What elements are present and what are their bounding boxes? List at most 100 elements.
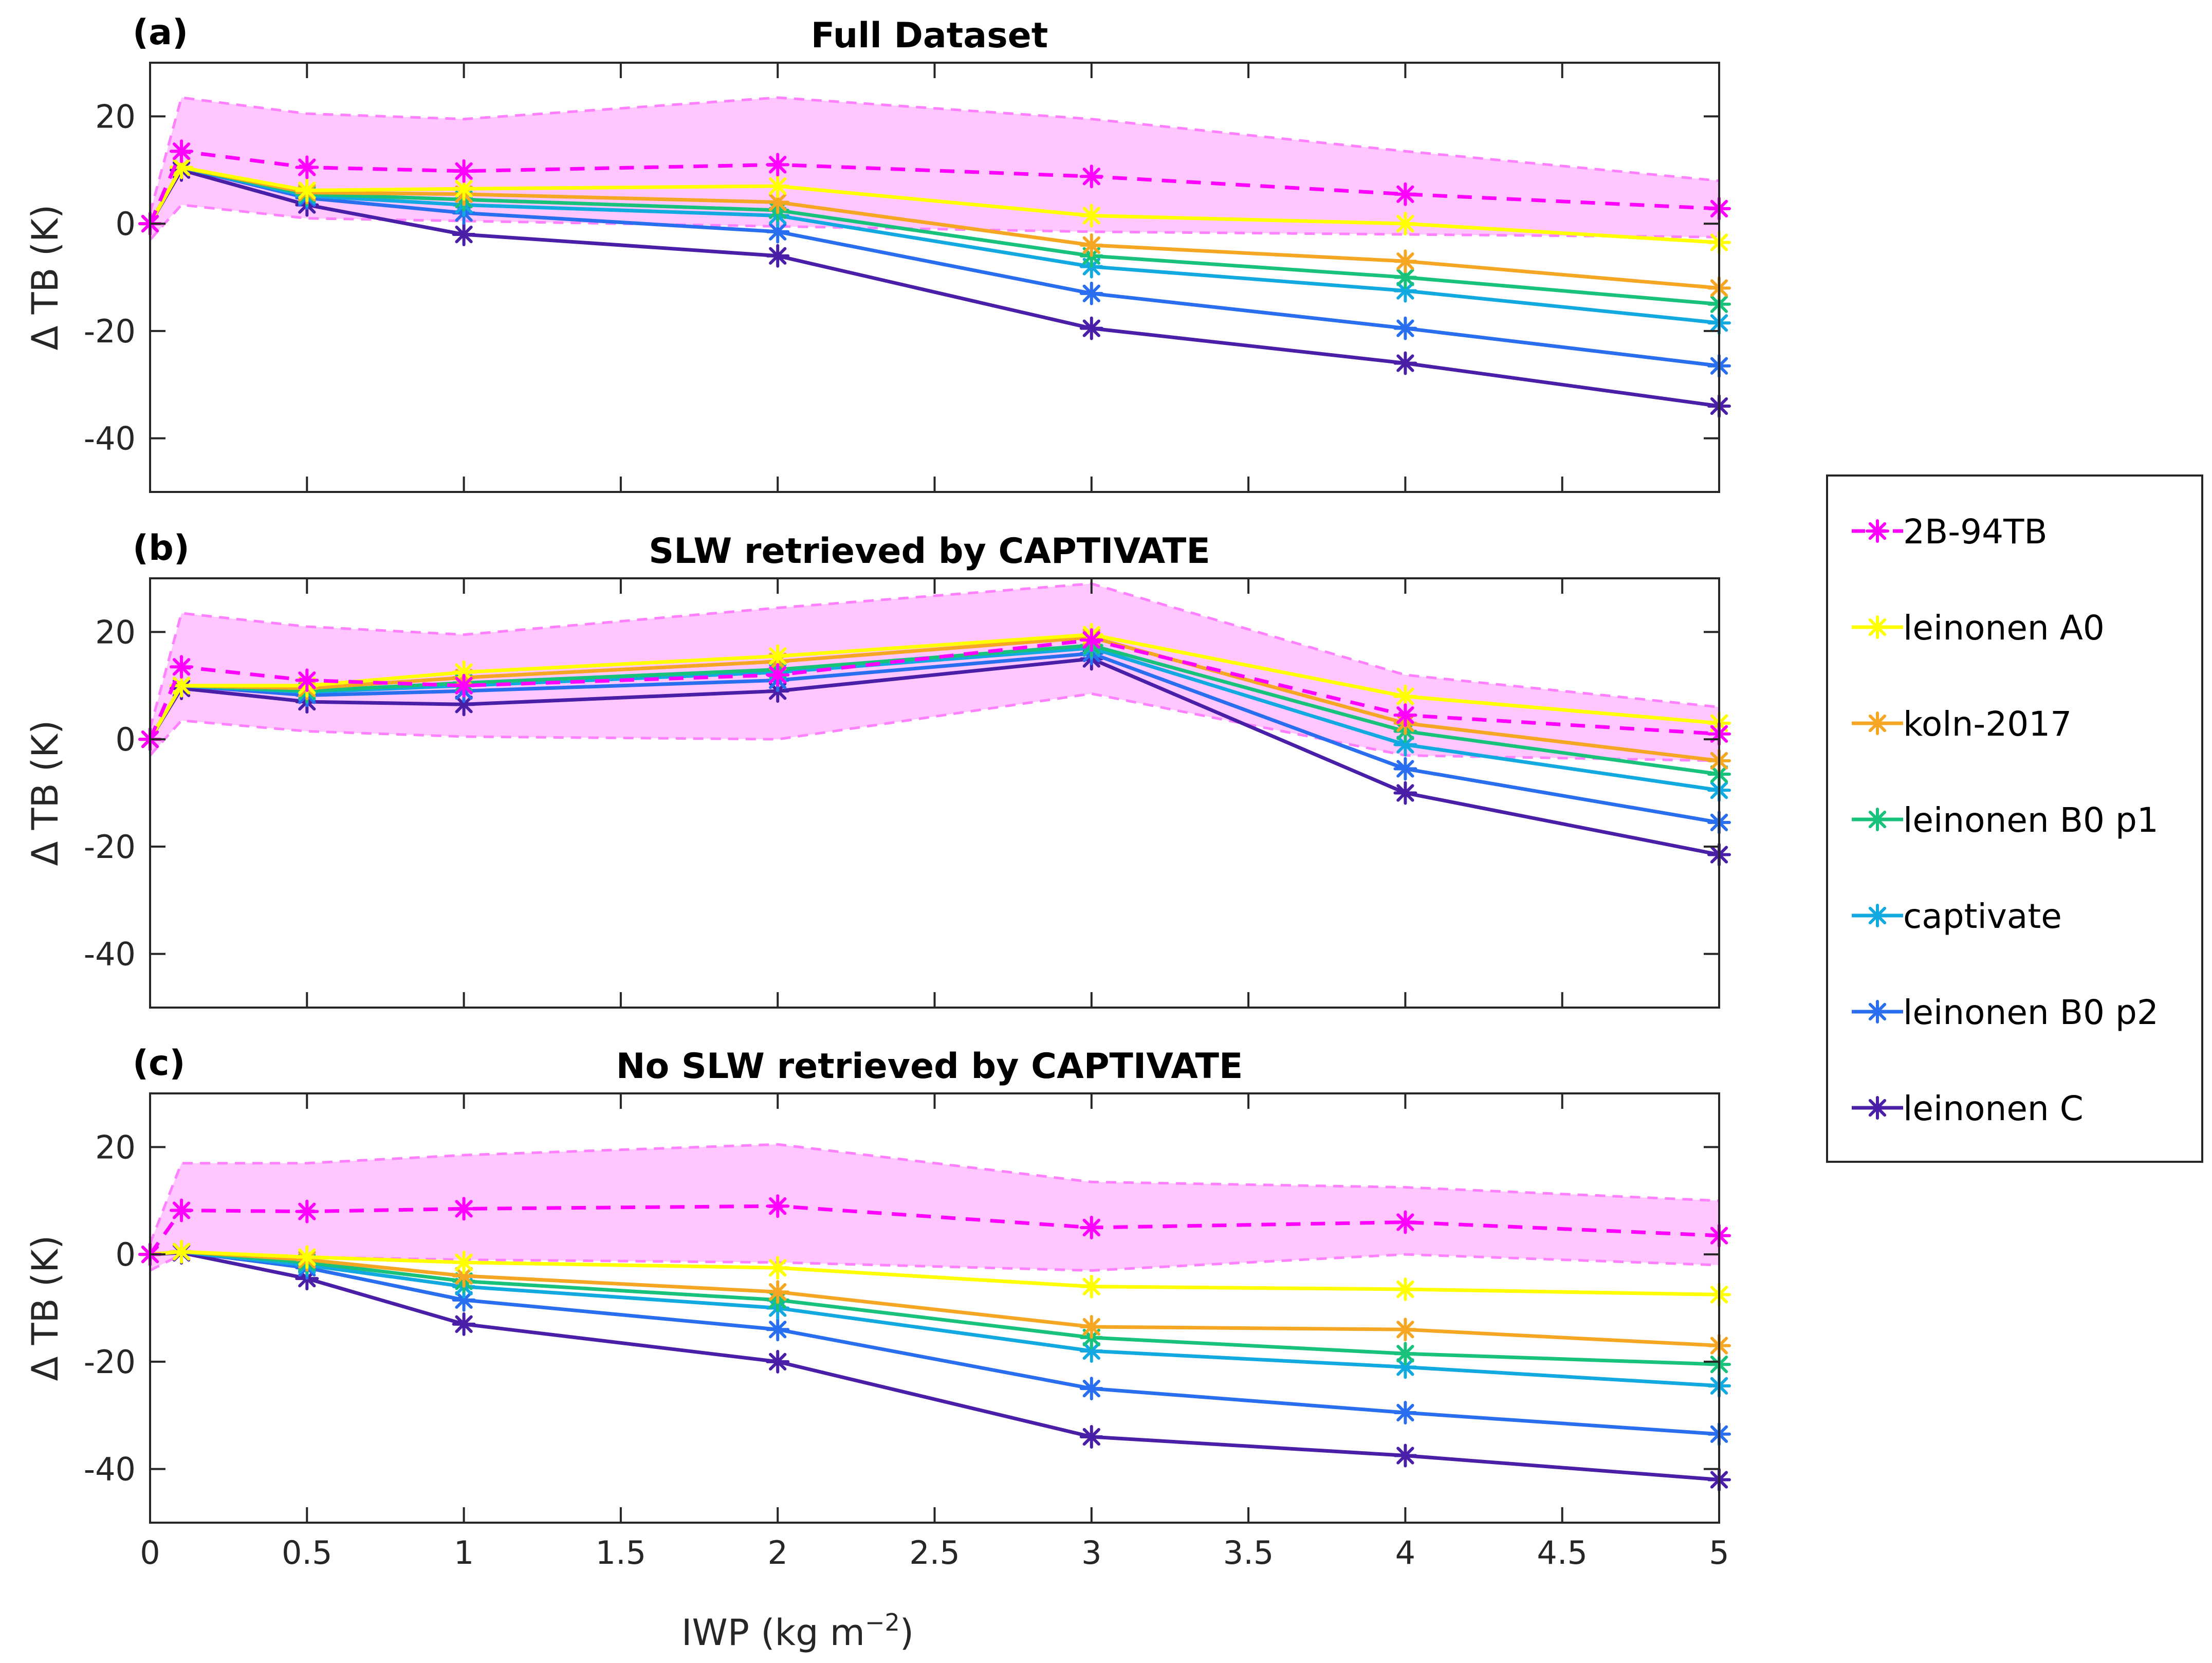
data-point <box>1393 1318 1417 1342</box>
legend-marker <box>1866 1000 1889 1024</box>
panel-label: (a) <box>133 12 188 53</box>
legend-item-captivate: captivate <box>1852 897 2062 936</box>
data-point <box>1079 1377 1103 1401</box>
panel-b: -40 -20 0 20 SLW retrieved by CAPTIVATE (b) Δ … <box>24 528 1731 1009</box>
y-tick-label: 0 <box>116 1236 136 1273</box>
legend-item-leinonen-b0-p2: leinonen B0 p2 <box>1852 993 2159 1032</box>
y-tick-label: -40 <box>84 1451 136 1488</box>
legend-item-leinonen-a0: leinonen A0 <box>1852 608 2105 648</box>
y-axis-label: Δ TB (K) <box>24 205 66 351</box>
series-line <box>150 1251 1720 1482</box>
data-point <box>1079 1425 1103 1449</box>
series-line <box>148 149 1720 225</box>
data-point <box>766 153 790 177</box>
data-point <box>295 155 319 179</box>
band-upper-edge <box>149 582 1720 729</box>
legend-marker <box>1866 615 1889 639</box>
panel-title: SLW retrieved by CAPTIVATE <box>649 531 1210 572</box>
data-point <box>452 1288 476 1312</box>
y-tick-label: 20 <box>95 98 136 135</box>
x-ticks <box>149 1093 1720 1523</box>
legend-marker <box>1866 1096 1889 1120</box>
data-point <box>766 1280 790 1304</box>
series-line <box>149 657 1720 856</box>
legend-label: leinonen A0 <box>1903 608 2105 648</box>
legend-label: leinonen C <box>1903 1089 2084 1128</box>
data-point <box>170 1198 194 1222</box>
series-line <box>148 166 1720 245</box>
y-axis-label: Δ TB (K) <box>24 1235 66 1381</box>
y-tick-label: 0 <box>116 721 136 758</box>
data-point <box>1393 351 1417 375</box>
spread-band <box>149 582 1720 762</box>
series-line <box>148 633 1720 740</box>
data-point <box>452 159 476 183</box>
data-point <box>170 655 194 679</box>
data-point <box>1393 1210 1417 1234</box>
y-tick-label: -40 <box>84 420 136 458</box>
spread-band <box>149 96 1720 241</box>
y-tick-label: -20 <box>84 1343 136 1381</box>
x-ticks <box>149 63 1720 492</box>
panel-label: (b) <box>133 528 190 569</box>
y-ticks: -40 -20 0 20 <box>84 613 1719 973</box>
legend-marker <box>1866 711 1889 735</box>
data-point <box>1393 1443 1417 1468</box>
data-point <box>1393 781 1417 805</box>
y-ticks: -40 -20 0 20 <box>84 1128 1719 1488</box>
data-point <box>1393 1277 1417 1301</box>
data-point <box>1079 233 1103 257</box>
data-point <box>452 223 476 246</box>
panel-label: (c) <box>133 1043 185 1084</box>
data-point <box>766 1318 790 1342</box>
data-point <box>1393 703 1417 727</box>
band-lower-edge <box>149 692 1720 762</box>
series-line <box>149 1204 1720 1256</box>
legend-label: leinonen B0 p2 <box>1903 993 2159 1032</box>
y-tick-label: 20 <box>95 613 136 651</box>
data-point <box>295 178 319 203</box>
x-ticks <box>149 578 1720 1008</box>
data-point <box>766 1349 790 1374</box>
x-tick-label: 4 <box>1395 1534 1415 1571</box>
data-point <box>1079 628 1103 652</box>
x-tick-label: 4.5 <box>1537 1534 1588 1571</box>
legend-marker <box>1866 808 1889 831</box>
data-point <box>1079 165 1103 189</box>
x-tick-label: 5 <box>1709 1534 1729 1571</box>
data-point <box>1079 281 1103 305</box>
data-point <box>452 1197 476 1221</box>
series-line <box>148 638 1720 740</box>
data-point <box>295 1199 319 1223</box>
data-point <box>1393 1401 1417 1425</box>
data-point <box>1079 316 1103 340</box>
band-upper-edge <box>149 1143 1720 1245</box>
x-tick-labels: 0 0.5 1 1.5 2 2.5 3 3.5 4 4.5 5 <box>140 1534 1729 1571</box>
data-point <box>452 1250 476 1274</box>
legend-item-leinonen-b0-p1: leinonen B0 p1 <box>1852 800 2159 840</box>
band-fill <box>150 97 1719 240</box>
data-point <box>1393 1342 1417 1366</box>
data-point <box>1393 212 1417 236</box>
data-point <box>766 1256 790 1280</box>
band-upper-edge <box>149 96 1720 213</box>
x-tick-label: 2 <box>767 1534 787 1571</box>
data-point <box>170 139 194 163</box>
data-point <box>1079 1274 1103 1299</box>
y-ticks: -40 -20 0 20 <box>84 98 1719 458</box>
legend-label: leinonen B0 p1 <box>1903 800 2159 840</box>
data-point <box>295 668 319 692</box>
data-point <box>766 663 790 687</box>
panel-title: Full Dataset <box>811 15 1048 56</box>
x-tick-label: 0 <box>140 1534 160 1571</box>
y-tick-label: 20 <box>95 1128 136 1166</box>
y-tick-label: 0 <box>116 205 136 243</box>
x-axis-label: IWP (kg m−2) <box>681 1609 914 1654</box>
x-tick-label: 3.5 <box>1223 1534 1274 1571</box>
data-point <box>452 660 476 684</box>
data-point <box>1079 1315 1103 1339</box>
data-point <box>1393 757 1417 781</box>
x-tick-label: 2.5 <box>909 1534 960 1571</box>
legend-label: koln-2017 <box>1903 704 2072 744</box>
